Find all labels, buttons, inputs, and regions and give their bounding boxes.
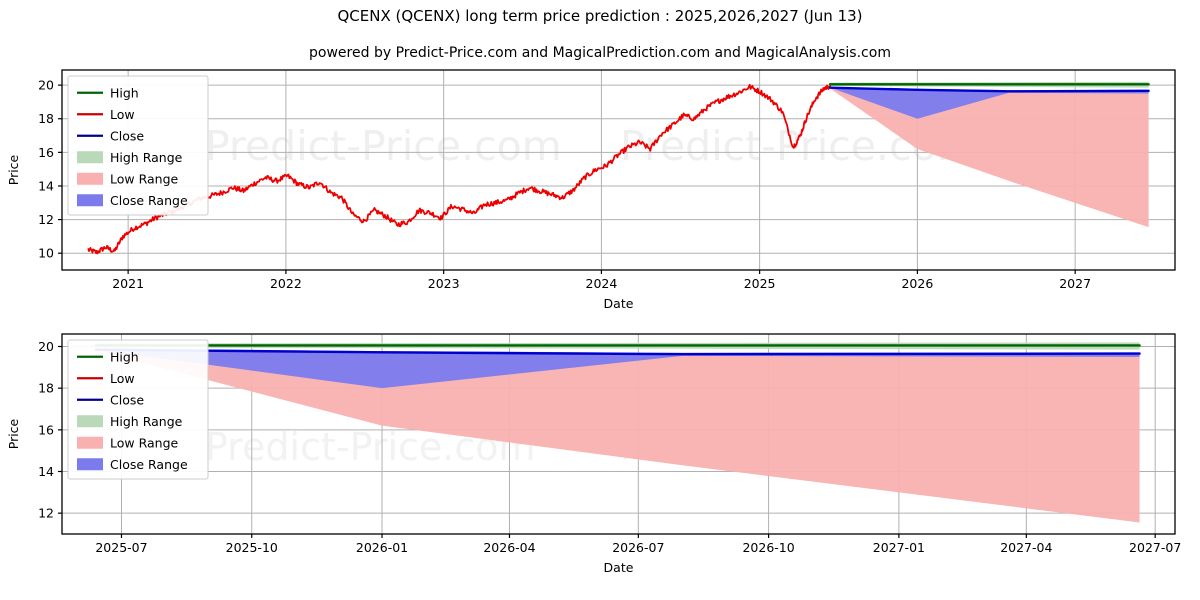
page-title: QCENX (QCENX) long term price prediction…: [337, 7, 863, 25]
x-tick-label: 2027-07: [1129, 540, 1181, 555]
legend: High Low Close High Range Low Range Close Ran…: [67, 75, 209, 216]
data-layer: [94, 342, 1141, 523]
legend-patch-swatch: [77, 415, 103, 428]
band-close-range: [830, 86, 1149, 119]
legend-item[interactable]: High: [77, 85, 139, 100]
y-tick-label: 12: [38, 212, 54, 227]
y-tick-label: 20: [38, 339, 54, 354]
x-tick-label: 2026-01: [356, 540, 408, 555]
legend-item[interactable]: Close Range: [77, 457, 188, 472]
watermark-text: Predict-Price.com: [205, 267, 562, 315]
legend-item-label: Close: [110, 392, 144, 407]
series-line-close: [94, 348, 1141, 356]
x-tick-label: 2026-04: [483, 540, 535, 555]
legend-item[interactable]: High Range: [77, 414, 183, 429]
legend-patch-swatch: [77, 436, 103, 449]
legend-item[interactable]: High Range: [77, 150, 183, 165]
y-tick-label: 10: [38, 246, 54, 261]
legend-item[interactable]: Low: [77, 107, 135, 122]
band-low-range: [95, 349, 1140, 523]
legend-item[interactable]: Close: [77, 392, 144, 407]
y-tick-label: 14: [38, 178, 54, 193]
top-chart: Predict-Price.com Predict-Price.com Predic…: [6, 69, 1176, 315]
legend-item-label: Low: [110, 371, 135, 386]
y-tick-label: 12: [38, 506, 54, 521]
watermark-text: Predict-Price.com: [205, 122, 562, 170]
y-tick-label: 16: [38, 422, 54, 437]
x-tick-label: 2022: [270, 276, 302, 291]
x-tick-label: 2027-04: [1000, 540, 1052, 555]
x-axis-title: Date: [604, 296, 634, 311]
y-tick-label: 18: [38, 111, 54, 126]
legend-item-label: Low Range: [110, 435, 179, 450]
legend-item-label: High Range: [110, 150, 183, 165]
y-tick-label: 16: [38, 145, 54, 160]
legend-item-label: High: [110, 85, 139, 100]
x-tick-label: 2025-10: [226, 540, 278, 555]
x-tick-label: 2021: [112, 276, 144, 291]
plot-frame: [61, 69, 1176, 271]
x-tick-label: 2027-01: [873, 540, 925, 555]
legend-item-label: Low Range: [110, 171, 179, 186]
legend-item[interactable]: Low Range: [77, 171, 179, 186]
watermark-text: Predict-Price.com: [620, 267, 977, 315]
legend-patch-swatch: [77, 194, 103, 207]
legend-item[interactable]: Close: [77, 128, 144, 143]
y-tick-label: 18: [38, 381, 54, 396]
y-axis-title: Price: [6, 418, 21, 449]
x-tick-label: 2026-10: [742, 540, 794, 555]
axes: 12 14 16 18 20 2025-07 2025-10 2026-01 2026-04 20…: [38, 339, 1181, 555]
x-tick-label: 2026-07: [612, 540, 664, 555]
legend-patch-swatch: [77, 151, 103, 164]
band-low-range: [830, 87, 1149, 228]
x-tick-label: 2027: [1059, 276, 1091, 291]
legend-patch-swatch: [77, 172, 103, 185]
legend-item[interactable]: Low: [77, 371, 135, 386]
legend-item[interactable]: High: [77, 349, 139, 364]
x-tick-label: 2024: [586, 276, 618, 291]
series-line-close: [828, 86, 1150, 93]
band-close-range: [95, 348, 1140, 389]
x-tick-label: 2025: [744, 276, 776, 291]
axes: 10 12 14 16 18 20 2021 2022 2023 2024 2025 2026 2027: [38, 78, 1091, 291]
page-subtitle: powered by Predict-Price.com and Magical…: [309, 45, 891, 61]
legend-item-label: High: [110, 349, 139, 364]
x-tick-label: 2023: [428, 276, 460, 291]
legend-item-label: Close: [110, 128, 144, 143]
x-tick-label: 2025-07: [95, 540, 147, 555]
legend-item-label: Low: [110, 107, 135, 122]
y-tick-label: 14: [38, 464, 54, 479]
x-axis-title: Date: [604, 560, 634, 575]
legend-item-label: Close Range: [110, 457, 188, 472]
bottom-chart: Predict-Price.comPredict-Price.com121416…: [6, 333, 1181, 575]
legend-item[interactable]: Low Range: [77, 435, 179, 450]
y-axis-title: Price: [6, 154, 21, 185]
legend: High Low Close High Range Low Range Close Ran…: [67, 339, 209, 480]
legend-patch-swatch: [77, 458, 103, 471]
y-tick-label: 20: [38, 78, 54, 93]
plot-frame: [61, 333, 1176, 535]
legend-item-label: Close Range: [110, 193, 188, 208]
x-tick-label: 2026: [901, 276, 933, 291]
legend-item[interactable]: Close Range: [77, 193, 188, 208]
legend-item-label: High Range: [110, 414, 183, 429]
